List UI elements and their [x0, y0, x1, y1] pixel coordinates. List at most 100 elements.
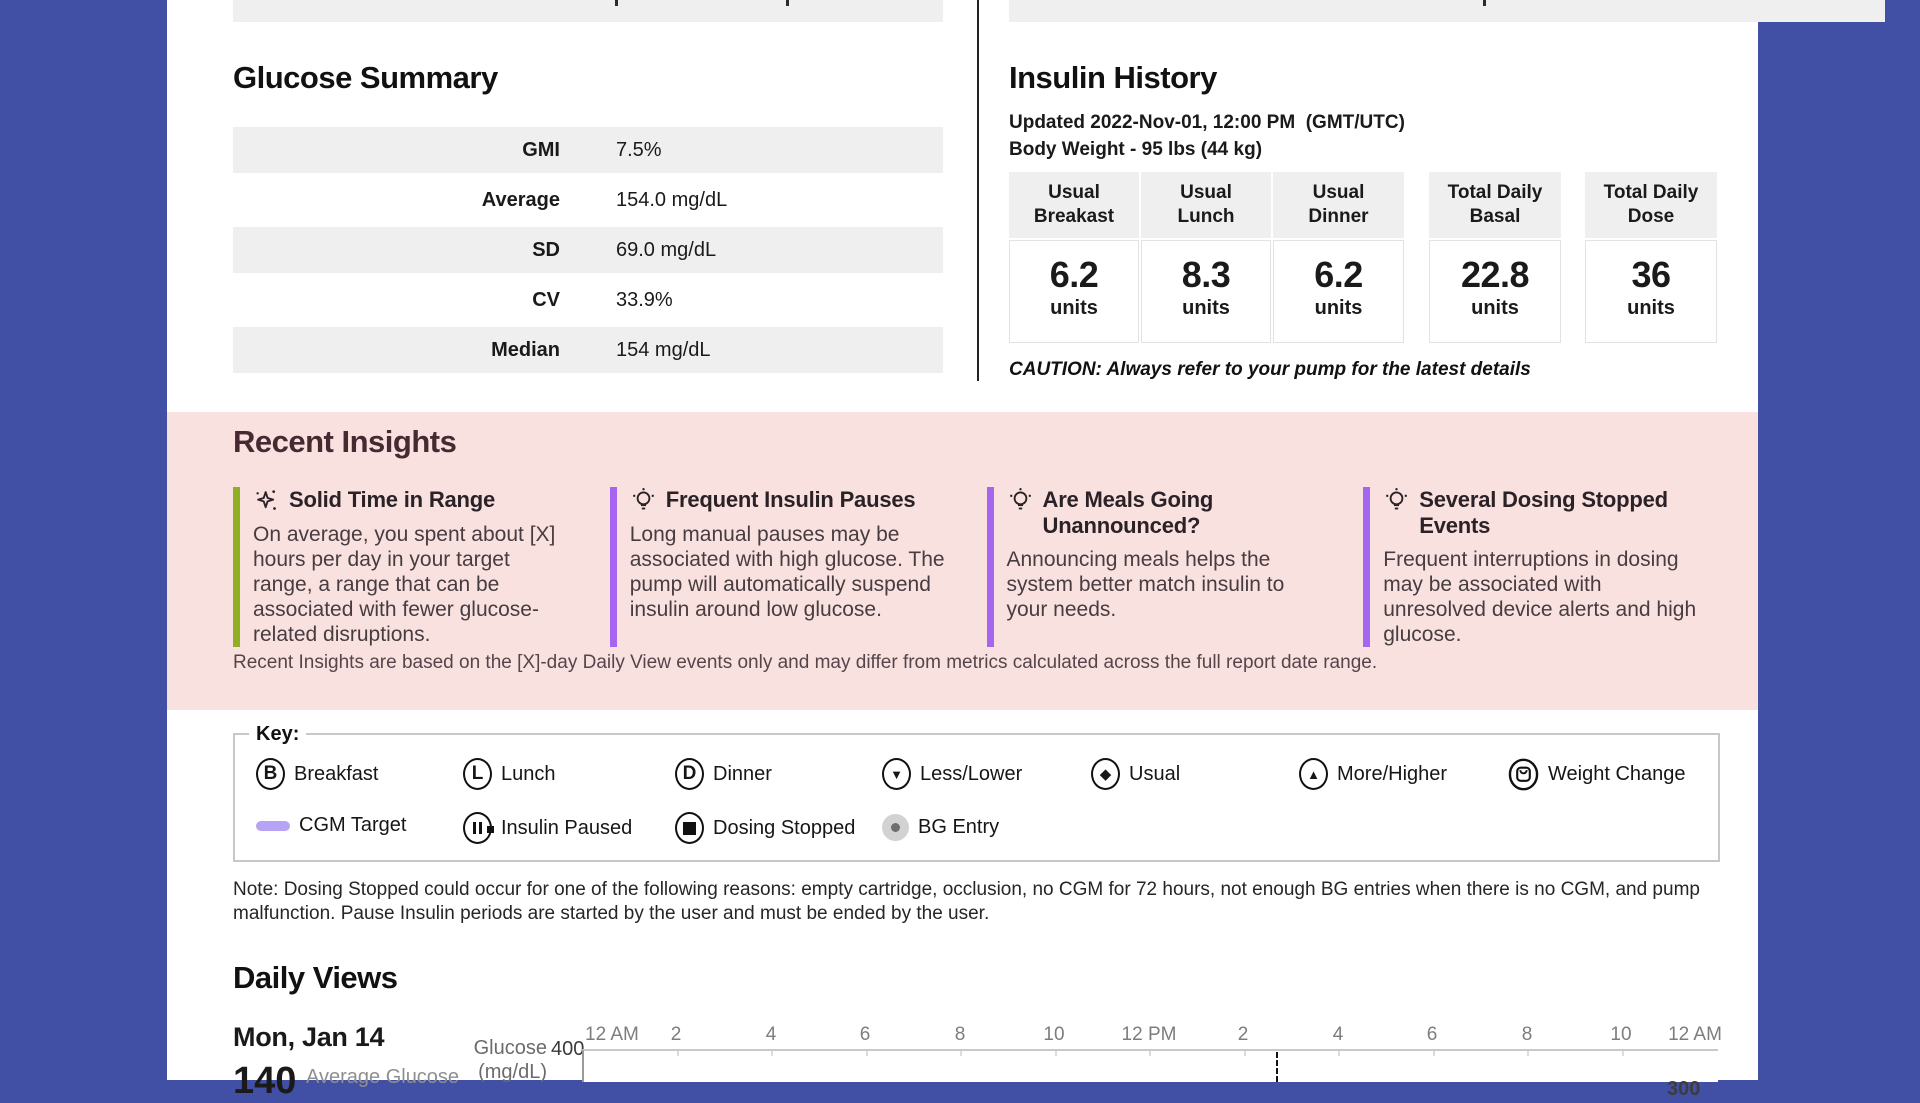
legend-item-dinner: D Dinner [675, 758, 772, 790]
table-row: Median 154 mg/dL [233, 325, 943, 375]
insights-footnote: Recent Insights are based on the [X]-day… [233, 652, 1378, 673]
insight-card-header: Are Meals Going Unannounced? [1007, 487, 1329, 539]
stat-unit: units [1314, 297, 1363, 319]
insight-card-title: Are Meals Going Unannounced? [1042, 487, 1214, 538]
insight-card-header: Solid Time in Range [253, 487, 575, 514]
axis-tick-mark [771, 1051, 773, 1056]
recent-insights-section: Recent Insights Solid Time in Range On a… [167, 412, 1758, 710]
metric-label: Median [491, 339, 560, 361]
cut-text-fragment [786, 0, 789, 6]
axis-tick-mark [1244, 1051, 1246, 1056]
legend-label: Breakfast [294, 762, 379, 785]
icon-glyph: ▲ [1307, 766, 1320, 782]
metric-label: Average [481, 189, 560, 211]
stat-box-total-daily-dose: Total Daily Dose 36 units [1585, 172, 1717, 343]
metric-label: GMI [522, 139, 560, 161]
cut-off-data-label: 300 [1667, 1078, 1701, 1100]
recent-insights-title: Recent Insights [233, 424, 457, 459]
axis-tick-mark [1338, 1051, 1340, 1056]
insight-card-title: Several Dosing Stopped Events [1419, 487, 1668, 538]
x-tick-label: 12 AM [1668, 1024, 1722, 1045]
metric-value: 33.9% [616, 289, 673, 311]
stat-label-line1: Total Daily [1603, 182, 1699, 203]
metric-value: 69.0 mg/dL [616, 239, 717, 261]
stat-label-line2: Dose [1627, 206, 1675, 227]
legend-item-usual: ◆ Usual [1091, 758, 1180, 790]
x-tick-label: 12 PM [1121, 1024, 1177, 1045]
legend-item-lunch: L Lunch [463, 758, 556, 790]
legend-label: CGM Target [299, 814, 407, 836]
stat-box-usual-lunch: Usual Lunch 8.3 units [1141, 172, 1271, 343]
stat-number: 6.2 [1049, 254, 1099, 295]
stat-box-value: 6.2 units [1009, 240, 1139, 343]
usual-dose-group: Usual Breakast 6.2 units Usual Lunch 8.3… [1009, 172, 1404, 343]
insight-card-body: Long manual pauses may be associated wit… [629, 523, 945, 621]
insight-card-title: Solid Time in Range [289, 487, 496, 512]
axis-tick-mark [1622, 1051, 1624, 1056]
axis-tick-mark [1055, 1051, 1057, 1056]
legend-item-cgm-target: CGM Target [256, 814, 406, 837]
glucose-summary-table: GMI 7.5% Average 154.0 mg/dL SD 69.0 mg/… [233, 125, 943, 375]
stat-number: 22.8 [1460, 254, 1530, 295]
legend-item-less-lower: ▼ Less/Lower [882, 758, 1022, 790]
legend-item-bg-entry: BG Entry [882, 814, 999, 841]
table-row: SD 69.0 mg/dL [233, 225, 943, 275]
stat-label-line2: Basal [1469, 206, 1521, 227]
axis-tick-mark [1149, 1051, 1151, 1056]
x-tick-label: 8 [954, 1024, 966, 1045]
y-axis-max-tick: 400 [551, 1038, 585, 1060]
daily-view-plot-area: 300 [582, 1049, 1718, 1100]
event-dashed-line [1276, 1052, 1278, 1082]
caution-text: CAUTION: Always refer to your pump for t… [1009, 359, 1531, 380]
legend-label: Insulin Paused [501, 816, 633, 839]
table-row: Average 154.0 mg/dL [233, 175, 943, 225]
y-axis-label-unit: (mg/dL) [478, 1061, 547, 1083]
stat-label-line2: Lunch [1177, 206, 1235, 227]
stat-number: 36 [1631, 254, 1671, 295]
average-glucose-value: 140 [233, 1060, 297, 1102]
legend-item-insulin-paused: Insulin Paused [463, 812, 632, 844]
insulin-history-updated: Updated 2022-Nov-01, 12:00 PM (GMT/UTC) [1009, 112, 1405, 133]
x-tick-label: 6 [859, 1024, 871, 1045]
x-tick-label: 12 AM [585, 1024, 639, 1045]
x-tick-label: 2 [1237, 1024, 1249, 1045]
stat-box-value: 8.3 units [1141, 240, 1271, 343]
metric-value: 7.5% [616, 139, 662, 161]
insight-card-title: Frequent Insulin Pauses [665, 487, 916, 512]
glucose-summary-title: Glucose Summary [233, 60, 498, 95]
insight-card: Solid Time in Range On average, you spen… [233, 487, 577, 647]
axis-tick-mark [1433, 1051, 1435, 1056]
insight-card-body: On average, you spent about [X] hours pe… [253, 523, 556, 646]
breakfast-icon: B [256, 758, 285, 790]
report-viewport: { "colors": { "background_blue": "#4150a… [167, 0, 1885, 1102]
stat-unit: units [1471, 297, 1519, 319]
legend-item-breakfast: B Breakfast [256, 758, 378, 790]
metric-value: 154 mg/dL [616, 339, 711, 361]
note-line: Note: Dosing Stopped could occur for one… [233, 879, 1700, 900]
dosing-stopped-icon [675, 812, 704, 844]
weight-change-icon [1508, 758, 1539, 791]
stat-label-line1: Total Daily [1447, 182, 1543, 203]
insulin-history-body-weight: Body Weight - 95 lbs (44 kg) [1009, 139, 1263, 160]
dosing-stopped-note: Note: Dosing Stopped could occur for one… [233, 878, 1723, 926]
insulin-paused-icon [463, 812, 494, 844]
y-axis-label-name: Glucose [473, 1037, 547, 1059]
x-tick-label: 10 [1043, 1024, 1065, 1045]
daily-views-title: Daily Views [233, 960, 398, 995]
lightbulb-icon [1009, 488, 1031, 510]
stat-unit: units [1182, 297, 1230, 319]
stat-box-header: Usual Breakast [1009, 172, 1139, 238]
more-higher-icon: ▲ [1299, 758, 1328, 790]
stat-unit: units [1627, 297, 1675, 319]
cut-text-fragment [1483, 0, 1486, 6]
insulin-history-title: Insulin History [1009, 60, 1217, 95]
x-tick-label: 4 [765, 1024, 777, 1045]
legend-item-dosing-stopped: Dosing Stopped [675, 812, 855, 844]
previous-section-left-remnant [233, 0, 943, 22]
usual-icon: ◆ [1091, 758, 1120, 790]
note-line: malfunction. Pause Insulin periods are s… [233, 903, 990, 924]
bg-entry-icon [882, 814, 909, 841]
day-heading: Mon, Jan 14 [233, 1022, 385, 1052]
stat-label-line1: Usual [1312, 182, 1365, 203]
insight-cards: Solid Time in Range On average, you spen… [233, 487, 1707, 647]
